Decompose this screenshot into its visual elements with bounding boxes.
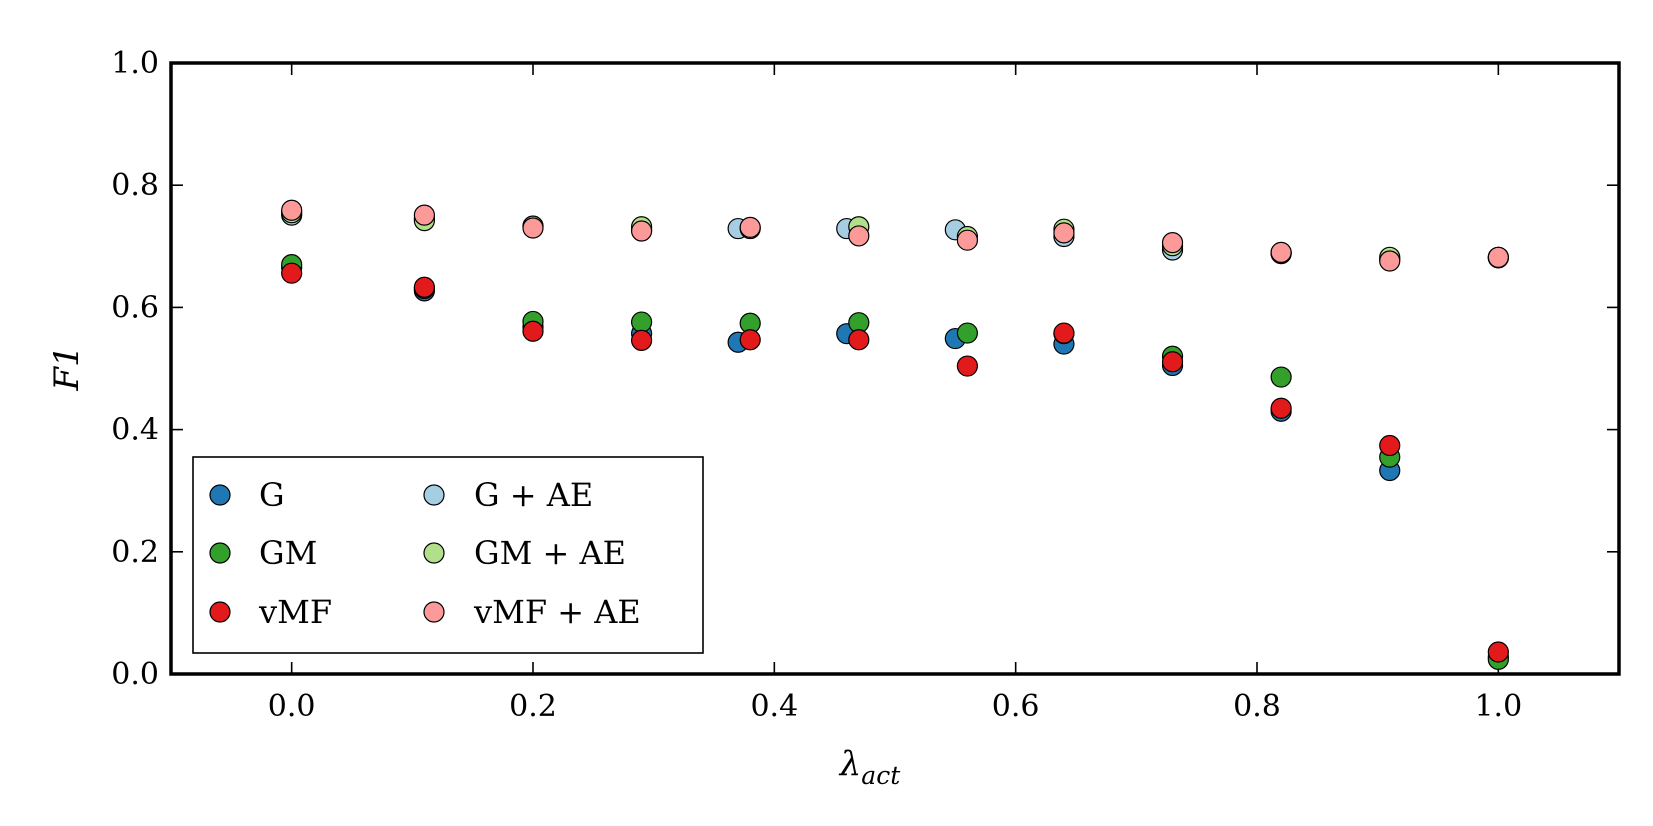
legend-marker-g-ae bbox=[423, 484, 445, 506]
point-gm-3 bbox=[630, 311, 653, 333]
legend-marker-gm-ae bbox=[423, 542, 445, 564]
point-vmf-ae-4 bbox=[739, 216, 761, 238]
legend-label-g: G bbox=[259, 476, 285, 514]
point-vmf-ae-11 bbox=[1487, 246, 1509, 268]
point-vmf-ae-6 bbox=[956, 229, 979, 251]
point-vmf-9 bbox=[1270, 397, 1292, 419]
point-vmf-6 bbox=[956, 355, 979, 377]
point-vmf-1 bbox=[413, 276, 435, 298]
y-tick-label-4: 0.8 bbox=[111, 168, 159, 203]
point-vmf-11 bbox=[1487, 641, 1509, 663]
point-vmf-ae-8 bbox=[1161, 232, 1184, 254]
point-gm-6 bbox=[956, 322, 979, 344]
point-vmf-7 bbox=[1053, 322, 1075, 344]
legend-label-gm-ae: GM + AE bbox=[474, 534, 626, 572]
point-vmf-8 bbox=[1161, 351, 1184, 373]
y-tick-label-0: 0.0 bbox=[111, 657, 159, 692]
point-vmf-ae-5 bbox=[848, 225, 870, 247]
legend-marker-vmf bbox=[209, 601, 231, 623]
legend-label-vmf: vMF bbox=[258, 593, 332, 631]
legend-marker-gm bbox=[209, 542, 231, 564]
legend-marker-vmf-ae bbox=[423, 601, 445, 623]
point-vmf-10 bbox=[1379, 434, 1401, 457]
point-vmf-ae-10 bbox=[1379, 250, 1401, 272]
tick-labels: 0.0 0.2 0.4 0.6 0.8 1.0 0.0 0.2 0.4 0.6 0.8 1.0 bbox=[111, 46, 1522, 724]
point-vmf-ae-9 bbox=[1270, 241, 1292, 264]
y-tick-label-1: 0.2 bbox=[111, 535, 159, 570]
legend-marker-g bbox=[209, 484, 231, 506]
legend-box bbox=[192, 456, 704, 654]
point-vmf-5 bbox=[848, 329, 870, 351]
point-vmf-4 bbox=[739, 329, 761, 351]
legend-label-gm: GM bbox=[259, 534, 317, 572]
series-vmf-ae bbox=[281, 199, 1509, 272]
point-vmf-ae-0 bbox=[281, 199, 303, 221]
x-tick-label-1: 0.2 bbox=[509, 689, 557, 724]
point-gm-9 bbox=[1270, 366, 1292, 388]
point-vmf-ae-1 bbox=[413, 204, 435, 226]
x-tick-label-4: 0.8 bbox=[1233, 689, 1281, 724]
legend-label-vmf-ae: vMF + AE bbox=[473, 593, 641, 631]
point-vmf-ae-7 bbox=[1053, 222, 1075, 244]
x-tick-label-5: 1.0 bbox=[1474, 689, 1522, 724]
data-points bbox=[281, 199, 1509, 670]
point-vmf-2 bbox=[522, 320, 544, 342]
series-gm-ae bbox=[281, 202, 1509, 268]
point-vmf-0 bbox=[281, 262, 303, 284]
x-tick-label-2: 0.4 bbox=[750, 689, 798, 724]
y-tick-label-3: 0.6 bbox=[111, 290, 159, 325]
point-vmf-ae-3 bbox=[630, 220, 653, 242]
x-tick-label-0: 0.0 bbox=[268, 689, 316, 724]
x-axis-label: λact bbox=[838, 744, 901, 790]
point-vmf-3 bbox=[630, 329, 653, 351]
y-tick-label-5: 1.0 bbox=[111, 46, 159, 81]
y-tick-label-2: 0.4 bbox=[111, 413, 159, 448]
x-axis-label-subscript: act bbox=[861, 761, 901, 790]
plot-frame bbox=[169, 61, 1621, 676]
y-axis-label: F1 bbox=[47, 345, 87, 391]
series-vmf bbox=[281, 262, 1509, 663]
x-tick-label-3: 0.6 bbox=[992, 689, 1040, 724]
series-g-ae bbox=[281, 204, 1509, 270]
x-axis-label-main: λ bbox=[838, 744, 862, 784]
point-vmf-ae-2 bbox=[522, 217, 544, 239]
legend-label-g-ae: G + AE bbox=[474, 476, 593, 514]
legend: G GM vMF G + AE GM + AE vMF + AE bbox=[192, 456, 704, 654]
